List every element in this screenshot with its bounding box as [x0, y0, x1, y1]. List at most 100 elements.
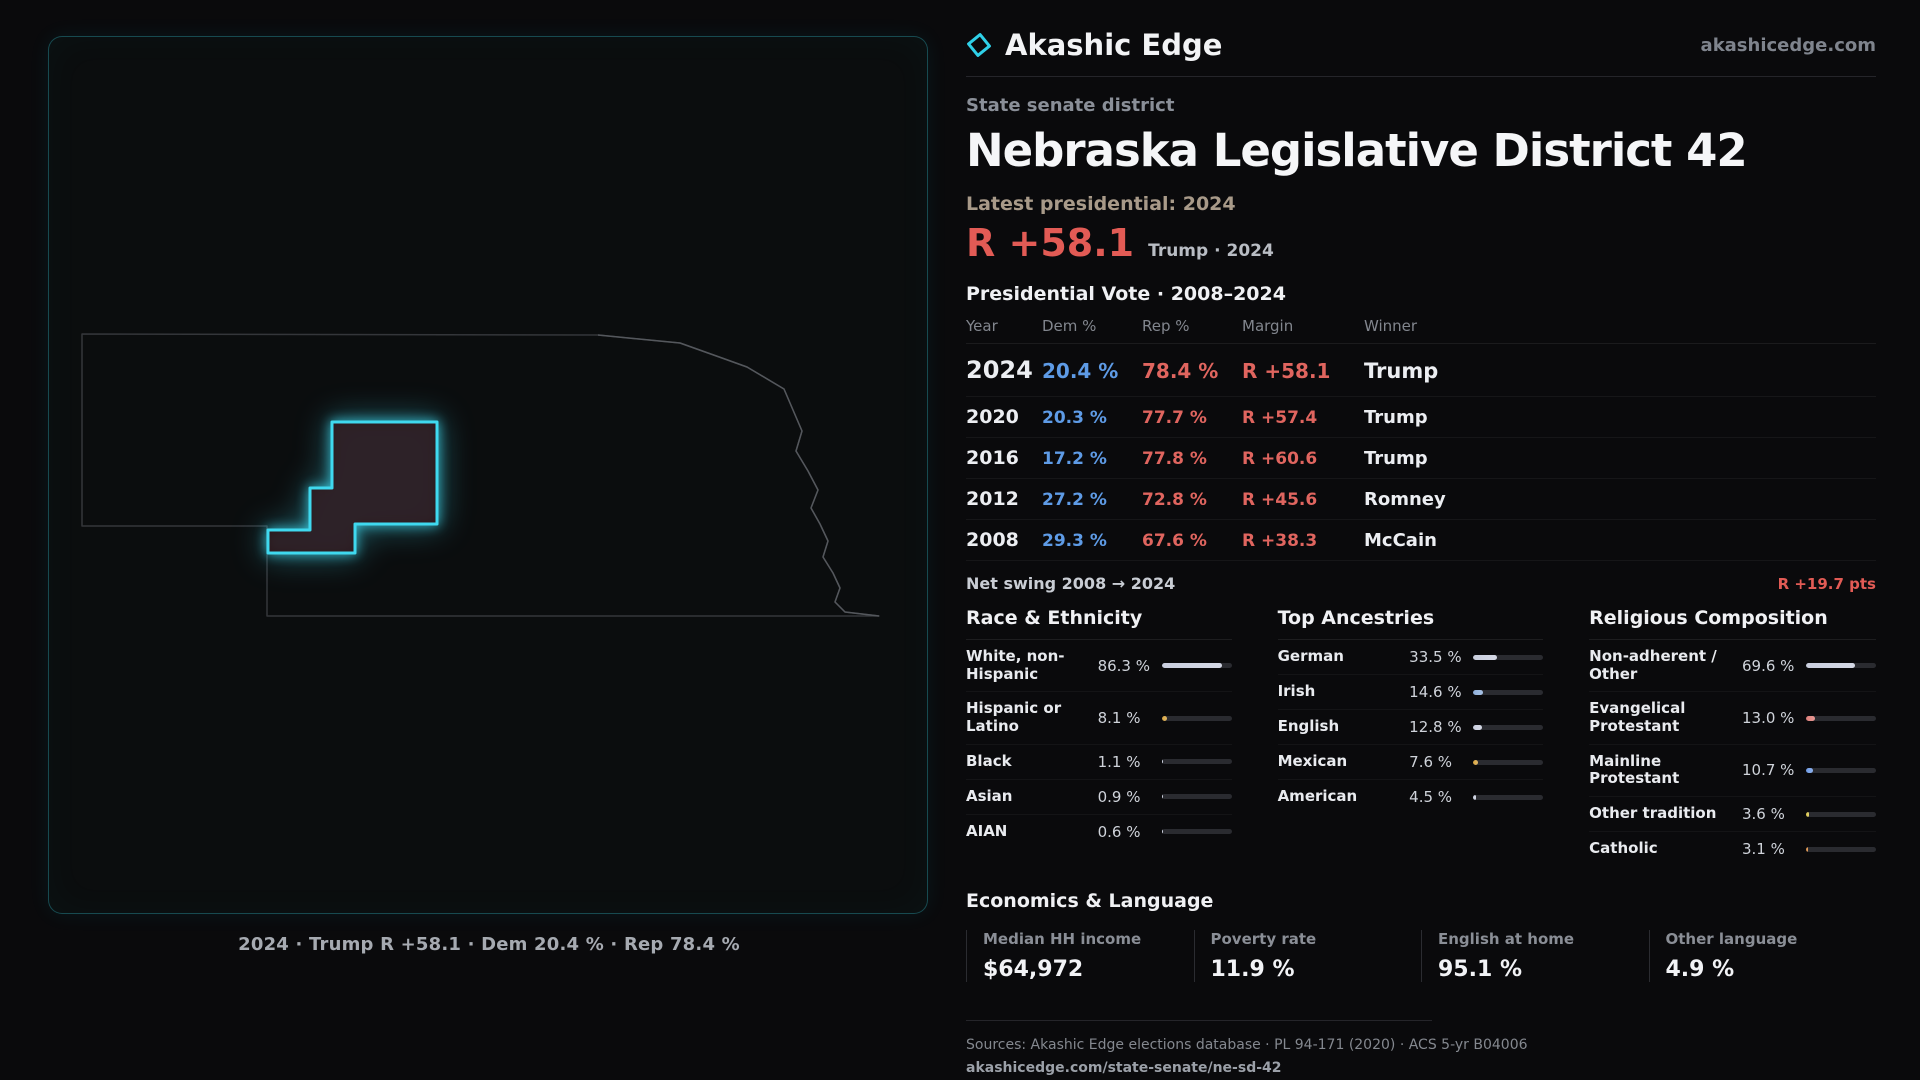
- brand-site-link[interactable]: akashicedge.com: [1700, 34, 1876, 56]
- demo-row: White, non- Hispanic 86.3 %: [966, 640, 1232, 693]
- permalink[interactable]: akashicedge.com/state-senate/ne-sd-42: [966, 1060, 1282, 1077]
- stat-english-at-home: English at home 95.1 %: [1421, 930, 1649, 983]
- dem-cell: 29.3 %: [1042, 531, 1107, 551]
- winner-cell: Trump: [1364, 448, 1428, 469]
- year-cell: 2016: [966, 447, 1019, 469]
- demo-value: 10.7 %: [1742, 761, 1795, 780]
- rep-cell: 77.7 %: [1142, 408, 1207, 428]
- year-cell: 2024: [966, 356, 1033, 384]
- stat-value: $64,972: [983, 957, 1084, 983]
- demo-bar-fill: [1473, 794, 1477, 800]
- col-year: Year: [966, 317, 998, 335]
- demo-bar: [1806, 663, 1876, 669]
- demo-bar: [1806, 811, 1876, 817]
- diamond-logo-icon: [967, 33, 991, 57]
- demo-bar: [1473, 654, 1544, 660]
- economics-stats: Median HH income $64,972 Poverty rate 11…: [966, 930, 1876, 983]
- demo-row: Other tradition 3.6 %: [1589, 797, 1876, 833]
- demo-value: 86.3 %: [1097, 656, 1150, 675]
- table-row: 2020 20.3 % 77.7 % R +57.4 Trump: [966, 397, 1876, 438]
- margin-cell: R +45.6: [1242, 490, 1318, 510]
- demo-bar: [1806, 767, 1876, 773]
- demo-row: English 12.8 %: [1277, 710, 1544, 745]
- sources-text: Sources: Akashic Edge elections database…: [966, 1037, 1528, 1054]
- demo-value: 3.6 %: [1742, 805, 1785, 824]
- demo-bar: [1161, 715, 1232, 721]
- col-margin: Margin: [1242, 317, 1294, 335]
- col-rep: Rep %: [1142, 317, 1190, 335]
- dem-cell: 27.2 %: [1042, 490, 1107, 510]
- footer: Sources: Akashic Edge elections database…: [966, 1020, 1876, 1076]
- demo-value: 0.6 %: [1097, 822, 1141, 841]
- demo-bar-fill: [1473, 689, 1484, 695]
- demo-value: 4.5 %: [1409, 788, 1453, 806]
- demo-label: Hispanic or Latino: [966, 699, 1062, 736]
- district-42-shape[interactable]: [266, 420, 439, 555]
- demo-row: German 33.5 %: [1277, 640, 1544, 675]
- demo-row: AIAN 0.6 %: [966, 815, 1232, 849]
- stat-label: Poverty rate: [1210, 930, 1317, 949]
- demo-value: 7.6 %: [1409, 753, 1453, 771]
- demo-bar: [1806, 846, 1876, 852]
- dem-cell: 20.4 %: [1042, 359, 1119, 383]
- race-ethnicity-section: Race & Ethnicity White, non- Hispanic 86…: [966, 607, 1232, 866]
- table-row: 2016 17.2 % 77.8 % R +60.6 Trump: [966, 438, 1876, 479]
- nebraska-outline: [81, 333, 880, 617]
- demo-row: American 4.5 %: [1278, 780, 1544, 814]
- dem-cell: 17.2 %: [1042, 449, 1107, 469]
- content-column: Akashic Edge akashicedge.com State senat…: [966, 28, 1876, 1076]
- demo-bar: [1473, 689, 1544, 695]
- demo-bar-fill: [1161, 715, 1168, 721]
- table-row: 2012 27.2 % 72.8 % R +45.6 Romney: [966, 479, 1876, 520]
- demo-row: Catholic 3.1 %: [1589, 832, 1876, 866]
- demo-bar: [1473, 794, 1544, 800]
- winner-cell: Trump: [1364, 359, 1439, 383]
- demo-value: 12.8 %: [1409, 718, 1462, 736]
- demo-label: Mexican: [1277, 752, 1348, 771]
- net-swing-value: R +19.7 pts: [1777, 574, 1876, 593]
- demo-bar: [1161, 663, 1232, 669]
- demo-label: Asian: [966, 786, 1013, 805]
- col-dem: Dem %: [1042, 317, 1097, 335]
- year-cell: 2012: [966, 488, 1019, 510]
- demo-bar-fill: [1806, 663, 1855, 669]
- net-swing-label: Net swing 2008 → 2024: [966, 574, 1176, 593]
- demo-bar-fill: [1161, 663, 1222, 669]
- footer-divider: [966, 1020, 1432, 1022]
- demo-bar-fill: [1806, 811, 1809, 817]
- demo-bar-fill: [1806, 715, 1816, 721]
- net-swing-row: Net swing 2008 → 2024 R +19.7 pts: [966, 561, 1876, 605]
- margin-cell: R +60.6: [1242, 449, 1318, 469]
- table-row: 2008 29.3 % 67.6 % R +38.3 McCain: [966, 520, 1876, 561]
- rep-cell: 77.8 %: [1142, 449, 1207, 469]
- map-column: 2024 · Trump R +58.1 · Dem 20.4 % · Rep …: [48, 36, 930, 955]
- margin-cell: R +57.4: [1242, 408, 1318, 428]
- section-title: Religious Composition: [1589, 607, 1876, 640]
- headline-margin-context: Trump · 2024: [1148, 241, 1274, 261]
- demographics-grid: Race & Ethnicity White, non- Hispanic 86…: [966, 607, 1876, 866]
- demo-value: 0.9 %: [1097, 787, 1141, 806]
- stat-value: 95.1 %: [1438, 957, 1522, 983]
- ancestries-section: Top Ancestries German 33.5 % Irish 14.6 …: [1277, 607, 1544, 866]
- demo-bar-fill: [1473, 724, 1483, 730]
- stat-label: Median HH income: [983, 930, 1142, 949]
- demo-label: Catholic: [1589, 839, 1658, 858]
- demo-bar-fill: [1161, 829, 1164, 835]
- dem-cell: 20.3 %: [1042, 408, 1107, 428]
- rep-cell: 72.8 %: [1142, 490, 1207, 510]
- demo-label: English: [1277, 717, 1340, 736]
- demo-bar-fill: [1161, 759, 1164, 765]
- demo-bar-fill: [1161, 794, 1164, 800]
- headline-margin-row: R +58.1 Trump · 2024: [966, 221, 1876, 265]
- demo-value: 33.5 %: [1409, 648, 1462, 666]
- brand-header: Akashic Edge akashicedge.com: [966, 28, 1876, 77]
- latest-presidential-label: Latest presidential: 2024: [966, 193, 1236, 215]
- stat-label: English at home: [1438, 930, 1575, 949]
- winner-cell: Trump: [1364, 407, 1428, 428]
- demo-row: Hispanic or Latino 8.1 %: [966, 692, 1232, 745]
- demo-label: Evangelical Protestant: [1589, 699, 1686, 736]
- margin-cell: R +58.1: [1242, 359, 1331, 383]
- demo-value: 69.6 %: [1742, 656, 1795, 675]
- winner-cell: Romney: [1364, 489, 1446, 510]
- brand: Akashic Edge: [966, 28, 1222, 62]
